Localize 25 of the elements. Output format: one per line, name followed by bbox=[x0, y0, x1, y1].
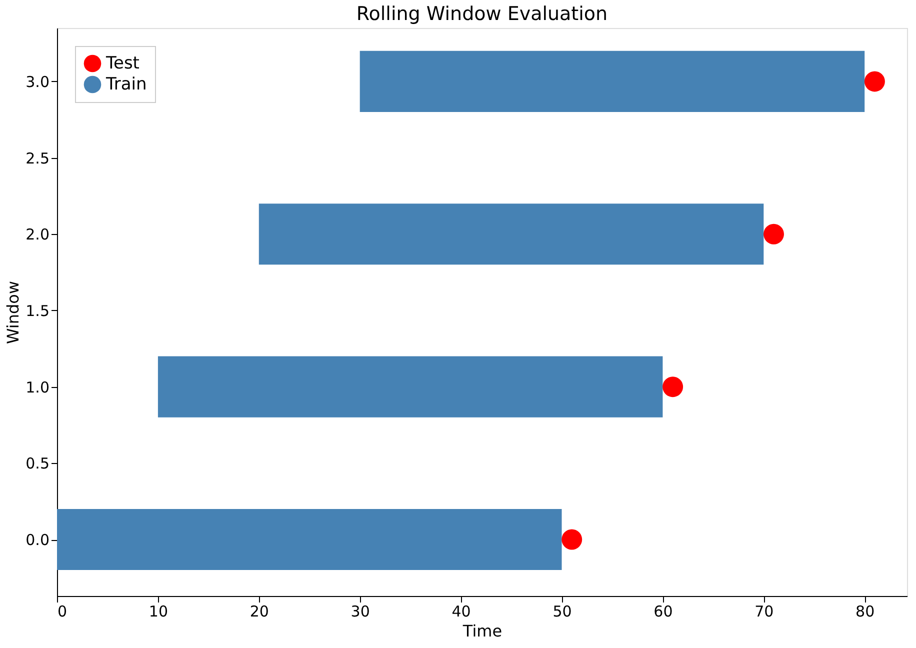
x-tick-label: 50 bbox=[552, 602, 572, 620]
x-tick-label: 80 bbox=[856, 602, 875, 620]
bar bbox=[158, 356, 663, 418]
x-tick-label: 0 bbox=[58, 602, 68, 620]
x-tick-label: 20 bbox=[250, 602, 269, 620]
x-tick-label: 30 bbox=[350, 602, 370, 620]
y-axis-title: Window bbox=[4, 280, 23, 344]
y-tick-label: 3.0 bbox=[26, 72, 50, 91]
legend-label: Test bbox=[105, 54, 140, 74]
chart-title: Rolling Window Evaluation bbox=[356, 3, 608, 25]
x-tick-label: 60 bbox=[654, 602, 673, 620]
y-tick-label: 2.0 bbox=[26, 226, 50, 244]
y-tick-label: 2.5 bbox=[26, 149, 50, 168]
bar bbox=[360, 50, 865, 112]
legend-label: Train bbox=[105, 74, 147, 94]
bar bbox=[258, 204, 764, 265]
y-tick-label: 1.5 bbox=[26, 302, 50, 320]
x-tick-label: 70 bbox=[754, 602, 774, 620]
bar bbox=[57, 508, 562, 570]
x-axis-title: Time bbox=[462, 622, 502, 640]
y-tick-label: 0.0 bbox=[26, 531, 50, 550]
y-tick-label: 0.5 bbox=[26, 454, 50, 473]
y-tick-label: 1.0 bbox=[26, 378, 50, 396]
x-tick-label: 40 bbox=[452, 602, 471, 620]
x-tick-label: 10 bbox=[148, 602, 168, 620]
